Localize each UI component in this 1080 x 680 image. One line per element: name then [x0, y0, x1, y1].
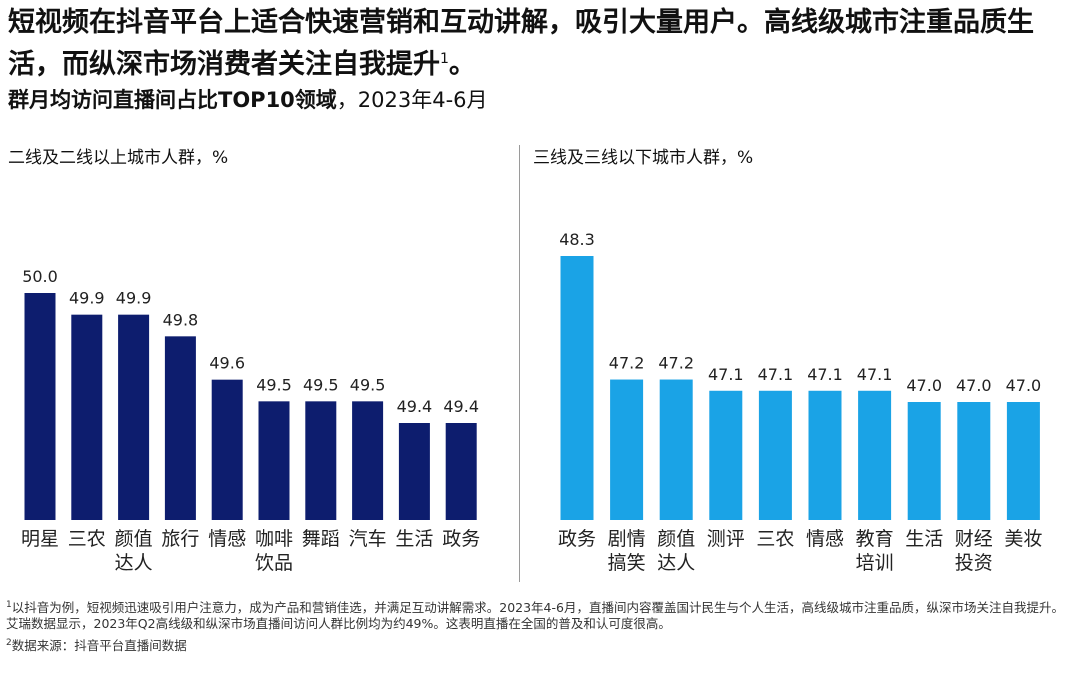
value-label-9: 49.4	[397, 397, 433, 416]
category-label-6: 情感	[806, 528, 844, 550]
value-label-4: 49.8	[163, 310, 199, 329]
value-label-3: 49.9	[116, 289, 152, 308]
left-bar-chart: 50.0 明星 49.9 三农 49.9 颜值达人 49.8 旅行 49.6 情感 49.5 咖啡饮品…	[21, 267, 480, 574]
bar-1	[24, 293, 56, 520]
category-label-8: 汽车	[349, 528, 387, 550]
value-label-8: 49.5	[350, 375, 386, 394]
value-label-2: 49.9	[69, 289, 105, 308]
category-label-10: 政务	[442, 528, 480, 550]
value-label-6: 49.5	[256, 375, 292, 394]
bar-10	[445, 423, 477, 520]
headline-end: 。	[448, 49, 476, 80]
category-label-5: 三农	[756, 528, 794, 550]
category-label-4: 旅行	[161, 528, 199, 550]
value-label-1: 48.3	[559, 230, 595, 249]
value-label-5: 49.6	[209, 354, 245, 373]
category-label-9: 财经投资	[955, 528, 993, 574]
bar-9	[398, 423, 430, 520]
bar-3	[659, 379, 693, 520]
bar-10	[1006, 402, 1040, 520]
left-panel-title: 二线及二线以上城市人群，%	[8, 148, 229, 168]
bar-6	[808, 390, 842, 520]
bar-7	[858, 390, 892, 520]
value-label-10: 49.4	[443, 397, 479, 416]
bar-6	[258, 401, 290, 520]
headline-footnote-mark: 1	[440, 51, 449, 67]
subtitle-date: ，2023年4-6月	[336, 88, 488, 112]
panel-divider	[519, 145, 520, 582]
footnote-1-mark: 1	[6, 600, 12, 610]
bar-7	[305, 401, 337, 520]
value-label-5: 47.1	[758, 365, 794, 384]
value-label-10: 47.0	[1006, 376, 1042, 395]
bar-5	[211, 379, 243, 520]
footnote-2-text: 数据来源：抖音平台直播间数据	[11, 638, 187, 654]
category-label-1: 明星	[21, 528, 59, 550]
footnote-1: 1以抖音为例，短视频迅速吸引用户注意力，成为产品和营销佳选，并满足互动讲解需求。…	[6, 597, 1072, 632]
value-label-7: 49.5	[303, 375, 339, 394]
right-bar-chart: 48.3 政务 47.2 剧情搞笑 47.2 颜值达人 47.1 测评 47.1 三农 47.1 情感…	[558, 230, 1042, 574]
bar-8	[907, 402, 941, 520]
category-label-7: 舞蹈	[302, 528, 340, 550]
category-label-3: 颜值达人	[657, 528, 695, 574]
bar-5	[758, 390, 792, 520]
headline: 短视频在抖音平台上适合快速营销和互动讲解，吸引大量用户。高线级城市注重品质生活，…	[8, 4, 1074, 83]
headline-text: 短视频在抖音平台上适合快速营销和互动讲解，吸引大量用户。高线级城市注重品质生活，…	[8, 7, 1034, 80]
value-label-8: 47.0	[906, 376, 942, 395]
value-label-6: 47.1	[807, 365, 843, 384]
category-label-2: 剧情搞笑	[608, 528, 646, 574]
bar-2	[71, 314, 103, 520]
footnote-2-mark: 2	[6, 638, 12, 649]
bar-4	[709, 390, 743, 520]
category-label-10: 美妆	[1004, 528, 1042, 550]
bar-4	[164, 336, 196, 520]
category-label-4: 测评	[707, 528, 745, 550]
footnote-1-text: 以抖音为例，短视频迅速吸引用户注意力，成为产品和营销佳选，并满足互动讲解需求。2…	[6, 600, 1064, 632]
category-label-9: 生活	[395, 528, 433, 550]
subtitle-bold: 群月均访问直播间占比TOP10领域	[8, 88, 337, 112]
category-label-7: 教育培训	[856, 528, 894, 574]
bar-2	[610, 379, 644, 520]
category-label-6: 咖啡饮品	[255, 528, 293, 574]
category-label-5: 情感	[208, 528, 246, 550]
right-panel-title: 三线及三线以下城市人群，%	[533, 148, 754, 168]
value-label-1: 50.0	[22, 267, 58, 286]
value-label-2: 47.2	[609, 354, 645, 373]
footnote-2: 2数据来源：抖音平台直播间数据	[6, 635, 1072, 654]
bar-1	[560, 256, 594, 520]
bar-3	[118, 314, 150, 520]
value-label-9: 47.0	[956, 376, 992, 395]
category-label-3: 颜值达人	[115, 528, 153, 574]
value-label-4: 47.1	[708, 365, 744, 384]
bar-9	[957, 402, 991, 520]
value-label-3: 47.2	[658, 354, 694, 373]
category-label-1: 政务	[558, 528, 596, 550]
category-label-8: 生活	[905, 528, 943, 550]
value-label-7: 47.1	[857, 365, 893, 384]
footnotes: 1以抖音为例，短视频迅速吸引用户注意力，成为产品和营销佳选，并满足互动讲解需求。…	[6, 597, 1072, 657]
subtitle: 群月均访问直播间占比TOP10领域，2023年4-6月	[8, 86, 488, 114]
bar-8	[352, 401, 384, 520]
category-label-2: 三农	[68, 528, 106, 550]
